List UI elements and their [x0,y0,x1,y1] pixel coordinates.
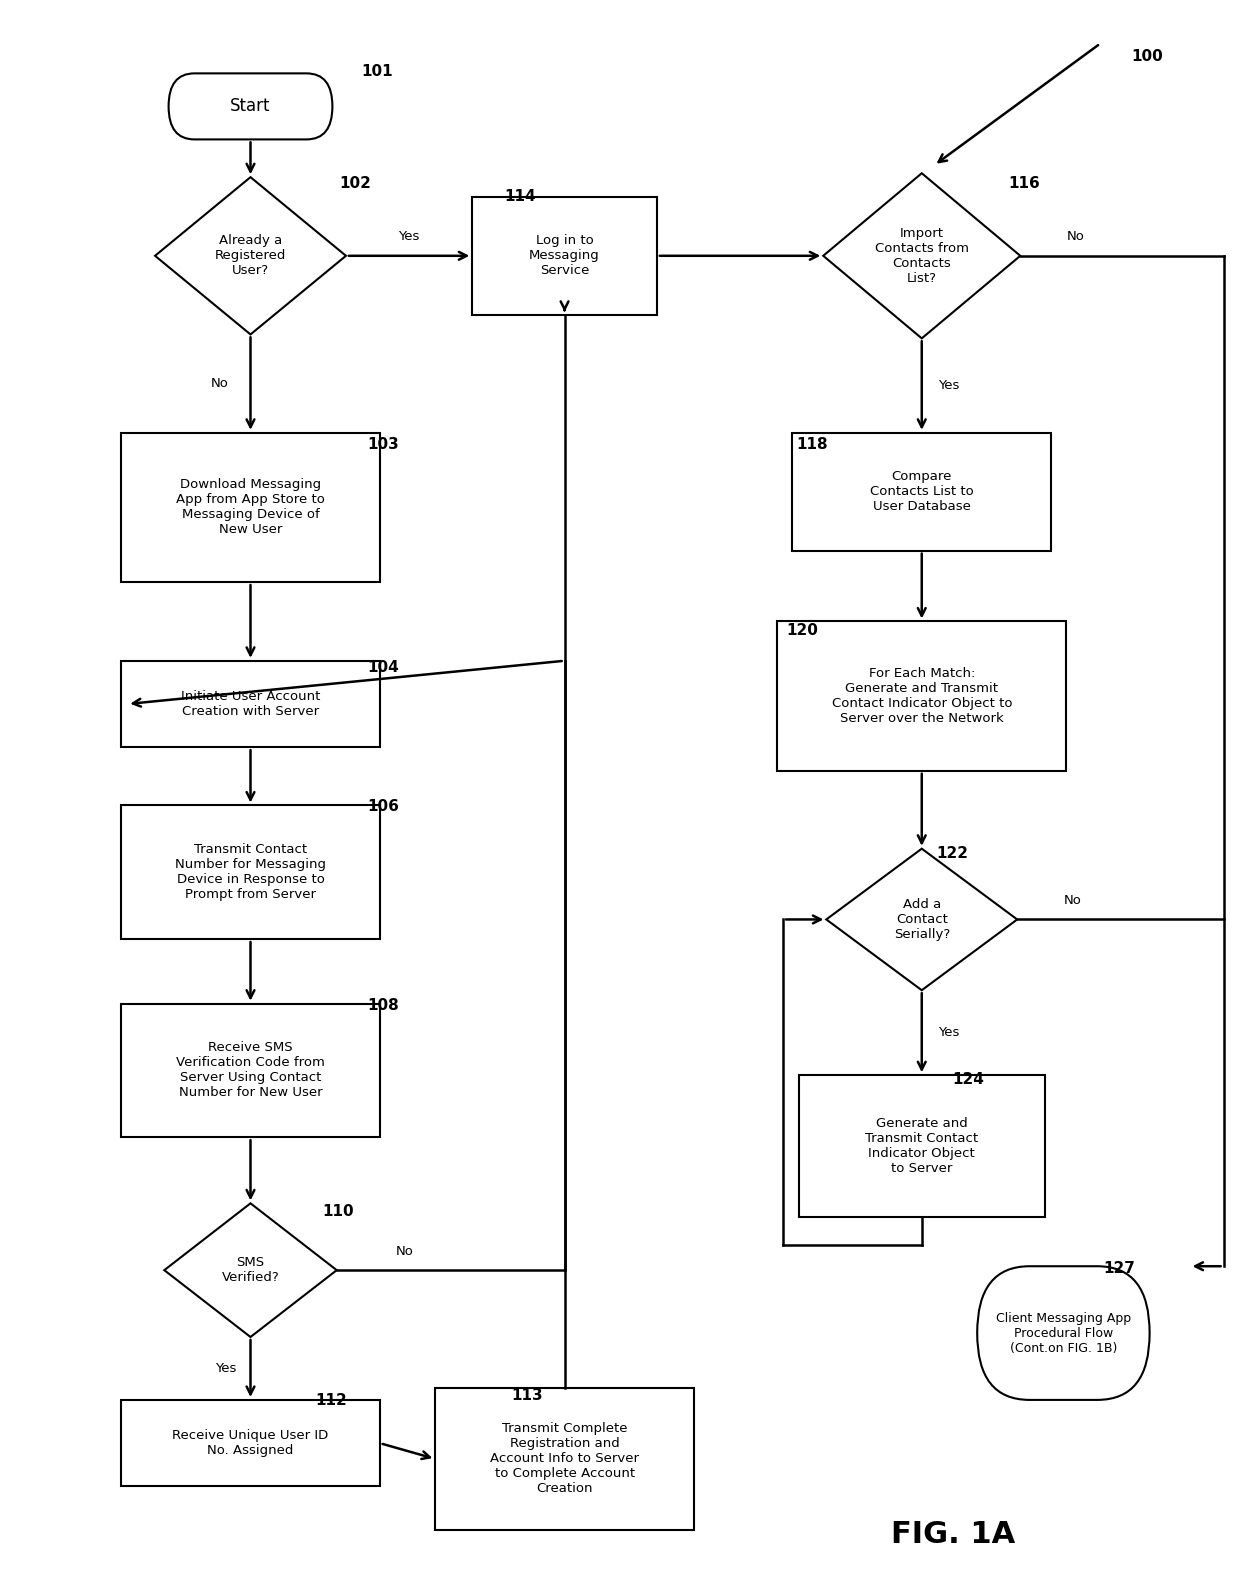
Text: No: No [211,378,228,391]
Text: 110: 110 [322,1205,353,1219]
Text: No: No [1064,895,1081,907]
Polygon shape [826,849,1017,990]
Text: For Each Match:
Generate and Transmit
Contact Indicator Object to
Server over th: For Each Match: Generate and Transmit Co… [832,667,1012,726]
Text: Start: Start [231,98,270,115]
FancyBboxPatch shape [122,805,379,939]
Text: Compare
Contacts List to
User Database: Compare Contacts List to User Database [870,470,973,514]
Text: Yes: Yes [216,1361,237,1375]
Text: 108: 108 [367,999,399,1013]
Text: Add a
Contact
Serially?: Add a Contact Serially? [894,898,950,941]
Text: Generate and
Transmit Contact
Indicator Object
to Server: Generate and Transmit Contact Indicator … [866,1116,978,1175]
Text: Receive SMS
Verification Code from
Server Using Contact
Number for New User: Receive SMS Verification Code from Serve… [176,1042,325,1099]
Text: Initiate User Account
Creation with Server: Initiate User Account Creation with Serv… [181,689,320,718]
Polygon shape [155,177,346,335]
FancyBboxPatch shape [792,433,1052,550]
Text: 104: 104 [367,661,399,675]
Text: No: No [1066,231,1085,243]
Text: Download Messaging
App from App Store to
Messaging Device of
New User: Download Messaging App from App Store to… [176,479,325,536]
FancyBboxPatch shape [799,1075,1045,1217]
Text: FIG. 1A: FIG. 1A [892,1519,1016,1548]
FancyBboxPatch shape [122,1004,379,1137]
Text: Client Messaging App
Procedural Flow
(Cont.on FIG. 1B): Client Messaging App Procedural Flow (Co… [996,1312,1131,1355]
Text: Log in to
Messaging
Service: Log in to Messaging Service [529,234,600,277]
FancyBboxPatch shape [977,1266,1149,1399]
Text: Transmit Contact
Number for Messaging
Device in Response to
Prompt from Server: Transmit Contact Number for Messaging De… [175,843,326,901]
Text: 113: 113 [512,1388,543,1404]
Text: Yes: Yes [939,1026,960,1039]
FancyBboxPatch shape [169,73,332,139]
Text: Yes: Yes [939,379,960,392]
Text: Yes: Yes [398,231,420,243]
Text: 116: 116 [1008,175,1039,191]
Text: 120: 120 [786,623,818,637]
FancyBboxPatch shape [122,1399,379,1486]
FancyBboxPatch shape [435,1388,694,1530]
Text: 127: 127 [1102,1262,1135,1276]
Text: 122: 122 [936,846,968,862]
FancyBboxPatch shape [472,196,657,315]
Text: 101: 101 [361,65,393,79]
Text: Receive Unique User ID
No. Assigned: Receive Unique User ID No. Assigned [172,1429,329,1458]
Text: 124: 124 [952,1072,985,1088]
FancyBboxPatch shape [777,621,1066,772]
Text: 112: 112 [316,1393,347,1409]
Text: 100: 100 [1131,49,1163,63]
Polygon shape [164,1203,337,1338]
Text: 106: 106 [367,798,399,814]
Text: Transmit Complete
Registration and
Account Info to Server
to Complete Account
Cr: Transmit Complete Registration and Accou… [490,1423,639,1496]
Text: Import
Contacts from
Contacts
List?: Import Contacts from Contacts List? [874,226,968,285]
Text: 118: 118 [796,436,828,452]
Text: 114: 114 [505,188,536,204]
FancyBboxPatch shape [122,661,379,748]
Text: 103: 103 [367,436,399,452]
Text: No: No [396,1244,413,1258]
Text: 102: 102 [340,175,371,191]
FancyBboxPatch shape [122,433,379,582]
Text: SMS
Verified?: SMS Verified? [222,1257,279,1284]
Text: Already a
Registered
User?: Already a Registered User? [215,234,286,277]
Polygon shape [823,174,1021,338]
